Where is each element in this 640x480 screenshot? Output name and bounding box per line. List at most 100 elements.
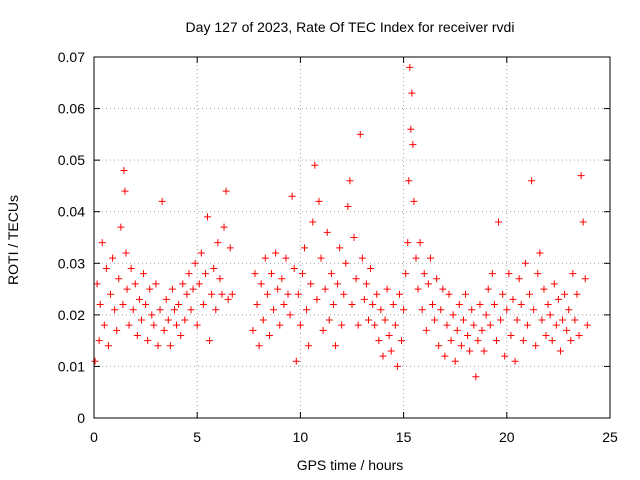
- data-point: [571, 316, 579, 324]
- data-point: [391, 321, 399, 329]
- data-point: [282, 254, 290, 262]
- data-point: [402, 270, 410, 278]
- data-point: [505, 270, 513, 278]
- data-point: [371, 321, 379, 329]
- data-point: [183, 290, 191, 298]
- data-point: [567, 337, 575, 345]
- data-point: [296, 321, 304, 329]
- data-point: [418, 306, 426, 314]
- data-point: [375, 337, 383, 345]
- data-point: [303, 306, 311, 314]
- data-point: [120, 166, 128, 174]
- data-point: [532, 342, 540, 350]
- data-point: [530, 306, 538, 314]
- data-point: [193, 321, 201, 329]
- data-point: [158, 197, 166, 205]
- data-point: [387, 347, 395, 355]
- y-tick-label: 0.02: [58, 307, 85, 323]
- data-point: [459, 316, 467, 324]
- data-point: [346, 177, 354, 185]
- data-point: [408, 89, 416, 97]
- data-point: [393, 362, 401, 370]
- data-point: [360, 295, 368, 303]
- data-point: [441, 352, 449, 360]
- data-point: [142, 301, 150, 309]
- data-point: [464, 331, 472, 339]
- data-point: [329, 301, 337, 309]
- data-point: [98, 239, 106, 247]
- data-point: [414, 285, 422, 293]
- data-point: [453, 326, 461, 334]
- data-point: [468, 306, 476, 314]
- data-point: [148, 311, 156, 319]
- data-point: [369, 301, 377, 309]
- data-point: [140, 270, 148, 278]
- data-point: [113, 326, 121, 334]
- data-point: [426, 254, 434, 262]
- data-point: [443, 321, 451, 329]
- x-tick-label: 5: [193, 429, 201, 445]
- data-point: [358, 254, 366, 262]
- data-point: [214, 239, 222, 247]
- data-point: [470, 321, 478, 329]
- data-point: [352, 275, 360, 283]
- data-point: [129, 306, 137, 314]
- data-point: [488, 270, 496, 278]
- data-point: [362, 280, 370, 288]
- data-point: [433, 275, 441, 283]
- data-point: [135, 295, 143, 303]
- data-point: [575, 331, 583, 339]
- data-point: [526, 290, 534, 298]
- data-point: [179, 280, 187, 288]
- data-point: [509, 295, 517, 303]
- data-point: [550, 280, 558, 288]
- data-point: [327, 270, 335, 278]
- data-point: [119, 301, 127, 309]
- data-point: [342, 259, 350, 267]
- data-point: [212, 306, 220, 314]
- data-point: [93, 280, 101, 288]
- data-point: [523, 321, 531, 329]
- data-point: [451, 357, 459, 365]
- data-point: [294, 290, 302, 298]
- data-point: [476, 301, 484, 309]
- y-tick-label: 0.05: [58, 152, 85, 168]
- data-point: [395, 290, 403, 298]
- data-point: [117, 223, 125, 231]
- data-point: [270, 306, 278, 314]
- y-axis-label: ROTI / TECUs: [5, 195, 21, 285]
- y-tick-label: 0.01: [58, 358, 85, 374]
- data-point: [102, 264, 110, 272]
- data-point: [486, 321, 494, 329]
- data-point: [340, 290, 348, 298]
- data-point: [365, 316, 373, 324]
- x-tick-label: 20: [499, 429, 515, 445]
- data-point: [492, 337, 500, 345]
- data-point: [422, 326, 430, 334]
- axis-ticks: 0 5 10 15 20 25 0 0.01 0.02 0.03 0.04 0.05 0.06 0.07: [58, 49, 618, 445]
- data-point: [563, 326, 571, 334]
- data-point: [253, 301, 261, 309]
- data-point: [528, 177, 536, 185]
- data-point: [164, 316, 172, 324]
- data-point: [251, 270, 259, 278]
- data-point: [554, 295, 562, 303]
- data-point: [146, 285, 154, 293]
- data-point: [561, 290, 569, 298]
- data-point: [156, 306, 164, 314]
- data-point: [137, 316, 145, 324]
- data-point: [348, 301, 356, 309]
- data-point: [286, 311, 294, 319]
- data-point: [210, 264, 218, 272]
- data-point: [152, 280, 160, 288]
- data-point: [521, 259, 529, 267]
- data-point: [107, 290, 115, 298]
- data-point: [189, 285, 197, 293]
- data-point: [398, 337, 406, 345]
- data-point: [445, 290, 453, 298]
- data-point: [462, 290, 470, 298]
- data-point: [185, 270, 193, 278]
- data-point: [206, 337, 214, 345]
- data-point: [542, 331, 550, 339]
